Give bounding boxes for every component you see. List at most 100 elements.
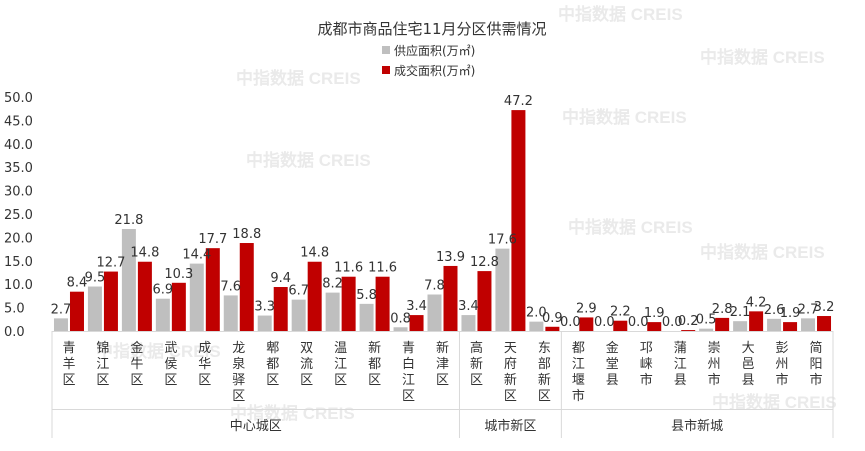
data-label: 6.7 xyxy=(288,284,309,299)
y-tick-label: 0.0 xyxy=(4,325,25,340)
data-label: 47.2 xyxy=(504,94,533,109)
x-tick-label: 金堂县 xyxy=(606,340,619,388)
watermark-text: 中指数据 CREIS xyxy=(246,150,371,170)
bar-supply xyxy=(291,299,306,331)
data-label: 2.2 xyxy=(610,305,631,320)
data-label: 2.9 xyxy=(576,301,597,316)
data-label: 10.3 xyxy=(164,267,193,282)
group-label: 中心城区 xyxy=(230,419,282,434)
bar-deal xyxy=(341,276,356,331)
data-label: 0.2 xyxy=(678,314,699,329)
y-tick-label: 5.0 xyxy=(4,302,25,317)
x-tick-label: 双流区 xyxy=(300,341,313,388)
bar-deal xyxy=(545,326,560,331)
legend-swatch xyxy=(382,46,390,54)
bar-supply xyxy=(223,295,238,331)
data-label: 3.2 xyxy=(814,300,835,315)
data-label: 0.9 xyxy=(542,311,563,326)
bar-deal xyxy=(579,317,594,331)
data-label: 6.9 xyxy=(153,283,174,298)
y-tick-label: 25.0 xyxy=(4,208,33,223)
data-label: 2.7 xyxy=(51,302,72,317)
x-tick-label: 金牛区 xyxy=(130,340,143,388)
x-tick-label: 彭州市 xyxy=(776,341,789,388)
bar-deal xyxy=(103,271,118,331)
bar-deal xyxy=(409,315,424,331)
bar-deal xyxy=(783,322,798,331)
x-tick-label: 锦江区 xyxy=(96,341,109,388)
data-label: 11.6 xyxy=(368,261,397,276)
bars-layer xyxy=(53,110,832,331)
y-tick-label: 35.0 xyxy=(4,161,33,176)
data-label: 2.7 xyxy=(798,302,819,317)
bar-supply xyxy=(427,294,442,331)
legend-label: 供应面积(万㎡) xyxy=(394,43,475,58)
bar-deal xyxy=(443,265,458,331)
x-tick-label: 新都区 xyxy=(368,340,381,388)
watermark-text: 中指数据 CREIS xyxy=(96,341,221,361)
data-label: 3.4 xyxy=(458,299,479,314)
x-tick-label: 郫都区 xyxy=(266,340,279,388)
bar-supply xyxy=(529,321,544,331)
y-tick-label: 40.0 xyxy=(4,138,33,153)
data-label: 18.8 xyxy=(232,227,261,242)
data-label: 1.9 xyxy=(780,306,801,321)
data-label: 2.1 xyxy=(730,305,751,320)
watermark-text: 中指数据 CREIS xyxy=(230,403,355,423)
y-tick-label: 10.0 xyxy=(4,278,33,293)
bar-supply xyxy=(359,303,374,331)
y-tick-label: 20.0 xyxy=(4,231,33,246)
bar-deal xyxy=(749,311,764,331)
bar-deal xyxy=(137,261,152,331)
bar-deal xyxy=(239,243,254,331)
bar-deal xyxy=(307,261,322,331)
data-label: 9.5 xyxy=(85,271,106,286)
y-tick-label: 45.0 xyxy=(4,114,33,129)
data-label: 2.6 xyxy=(764,303,785,318)
data-label: 13.9 xyxy=(436,250,465,265)
data-label: 14.4 xyxy=(182,248,211,263)
bar-supply xyxy=(495,248,510,331)
data-label: 0.0 xyxy=(594,315,615,330)
bar-deal xyxy=(477,271,492,331)
data-label: 0.5 xyxy=(696,313,717,328)
bar-supply xyxy=(801,318,816,331)
watermark-text: 中指数据 CREIS xyxy=(712,392,837,412)
data-label: 0.0 xyxy=(560,315,581,330)
x-tick-label: 武侯区 xyxy=(164,341,177,388)
data-label: 17.7 xyxy=(198,232,227,247)
x-tick-label: 东部新区 xyxy=(538,341,551,404)
y-axis: 0.0 5.0 10.0 15.0 20.0 25.0 30.0 35.0 40.0 45.0 50… xyxy=(4,91,33,340)
x-tick-label: 青羊区 xyxy=(62,341,75,388)
data-label: 11.6 xyxy=(334,261,363,276)
data-label: 0.0 xyxy=(628,315,649,330)
data-label: 3.4 xyxy=(406,299,427,314)
bar-supply xyxy=(155,298,170,331)
bar-deal xyxy=(511,110,526,331)
data-label: 0.0 xyxy=(662,315,683,330)
watermark-text: 中指数据 CREIS xyxy=(562,107,687,127)
bar-supply xyxy=(325,292,340,331)
x-tick-label: 高新区 xyxy=(470,340,483,388)
data-label: 8.4 xyxy=(67,276,88,291)
data-label: 9.4 xyxy=(270,271,291,286)
y-tick-label: 30.0 xyxy=(4,185,33,200)
x-tick-label: 温江区 xyxy=(334,341,347,388)
x-tick-label: 新津区 xyxy=(436,340,449,388)
data-label: 7.6 xyxy=(220,279,241,294)
legend-swatch xyxy=(382,66,390,74)
watermark-text: 中指数据 CREIS xyxy=(568,217,693,237)
bar-supply xyxy=(393,327,408,331)
data-label: 12.7 xyxy=(96,256,125,271)
legend: 供应面积(万㎡) 成交面积(万㎡) xyxy=(382,43,475,78)
data-label: 7.8 xyxy=(424,278,445,293)
data-label: 2.8 xyxy=(712,302,733,317)
x-tick-label: 简阳市 xyxy=(810,340,823,388)
y-tick-label: 15.0 xyxy=(4,255,33,270)
data-label: 4.2 xyxy=(746,295,767,310)
bar-deal xyxy=(613,320,628,331)
watermark-text: 中指数据 CREIS xyxy=(700,242,825,262)
bar-deal xyxy=(715,317,730,331)
data-label: 8.2 xyxy=(322,277,343,292)
